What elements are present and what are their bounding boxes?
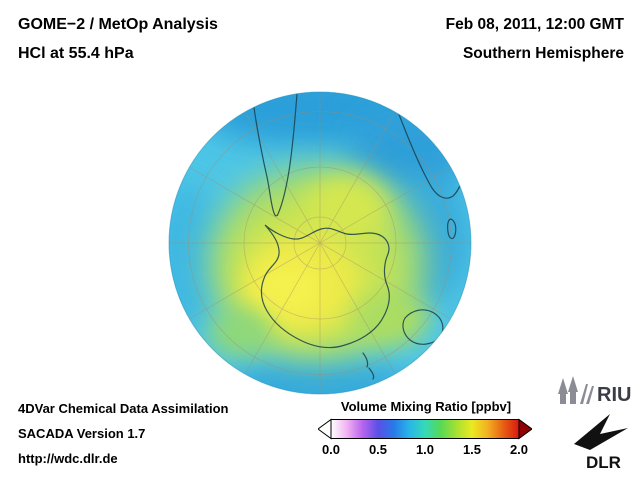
graticule-grid <box>169 92 471 394</box>
date-block: Feb 08, 2011, 12:00 GMT Southern Hemisph… <box>446 10 624 68</box>
colorbar-tick-4: 2.0 <box>509 442 529 457</box>
colorbar-right-arrow <box>518 418 532 440</box>
assimilation-label: 4DVar Chemical Data Assimilation <box>18 401 229 416</box>
hemisphere-globe <box>168 91 472 395</box>
dlr-wing-icon <box>574 414 628 450</box>
colorbar-tick-0: 0.0 <box>321 442 341 457</box>
colorbar <box>318 418 532 440</box>
madagascar-coast <box>447 218 457 240</box>
new-zealand-coast <box>362 352 375 380</box>
coastlines <box>251 92 471 380</box>
riu-text: RIU <box>597 384 631 406</box>
colorbar-tick-2: 1.0 <box>415 442 435 457</box>
south-america-coast <box>251 92 298 217</box>
title-block: GOME−2 / MetOp Analysis HCl at 55.4 hPa <box>18 10 218 68</box>
datetime-label: Feb 08, 2011, 12:00 GMT <box>445 16 624 33</box>
colorbar-title: Volume Mixing Ratio [ppbv] <box>340 399 512 414</box>
antarctica-coast <box>260 224 390 349</box>
species-level-label: HCl at 55.4 hPa <box>18 45 134 62</box>
riu-logo: RIU <box>558 376 631 406</box>
hemisphere-label: Southern Hemisphere <box>462 45 624 62</box>
dlr-logo: DLR <box>574 414 628 472</box>
url-label: http://wdc.dlr.de <box>18 451 118 466</box>
colorbar-left-arrow <box>318 418 332 440</box>
colorbar-gradient-bar <box>330 419 520 439</box>
footer-block: 4DVar Chemical Data Assimilation SACADA … <box>18 396 229 471</box>
colorbar-tick-1: 0.5 <box>368 442 388 457</box>
instrument-title: GOME−2 / MetOp Analysis <box>18 16 218 33</box>
dlr-text: DLR <box>586 453 621 472</box>
mixing-ratio-field <box>169 92 471 394</box>
globe-rim <box>168 91 472 395</box>
colorbar-tick-3: 1.5 <box>462 442 482 457</box>
cathedral-icon <box>558 376 594 404</box>
version-label: SACADA Version 1.7 <box>18 426 146 441</box>
